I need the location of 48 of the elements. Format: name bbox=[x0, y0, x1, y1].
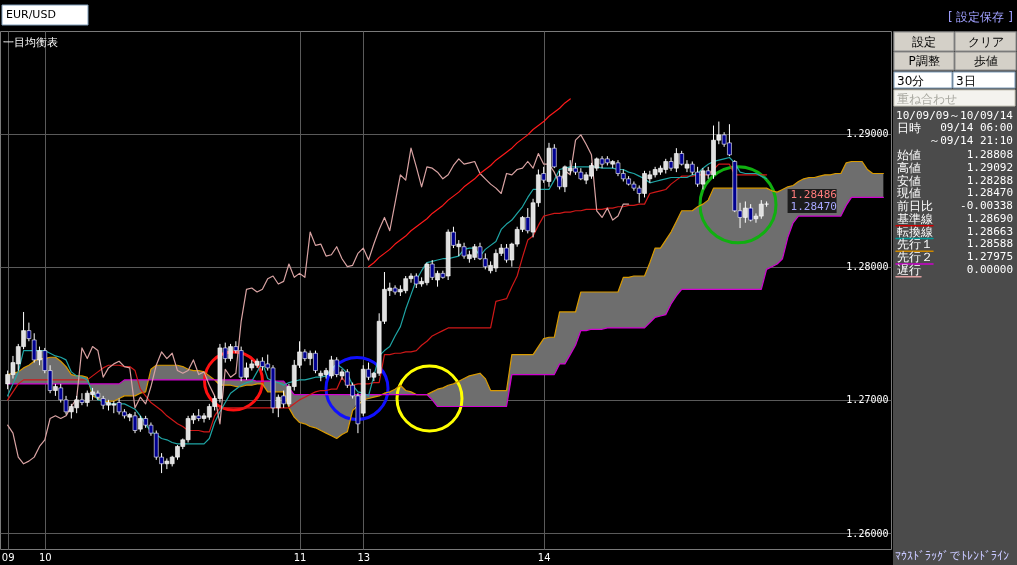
text: 09/14 06:00 bbox=[940, 121, 1013, 134]
text: 10/09/09～10/09/14 bbox=[896, 109, 1014, 122]
text: 1.28470 bbox=[966, 186, 1013, 200]
text: 1.28288 bbox=[966, 173, 1013, 187]
chart-subtitle: 一目均衡表 bbox=[3, 36, 58, 49]
text: 1.28808 bbox=[966, 148, 1013, 161]
category-label: 安値 bbox=[897, 173, 921, 188]
category-label: 高値 bbox=[897, 160, 921, 175]
x-tick-label: 13 bbox=[357, 551, 371, 563]
text: 1.28663 bbox=[966, 224, 1013, 238]
text: 3日 bbox=[956, 74, 976, 88]
text: 日時 bbox=[897, 121, 921, 135]
category-label: 転換線 bbox=[897, 224, 933, 239]
category-label: 先行１ bbox=[897, 237, 933, 252]
text: 設定 bbox=[912, 34, 936, 49]
x-tick-label: 11 bbox=[293, 551, 307, 563]
text: 重ね合わせ bbox=[897, 92, 957, 106]
category-label: 現値 bbox=[897, 186, 921, 201]
text: ﾏｳｽﾄﾞﾗｯｸﾞでﾄﾚﾝﾄﾞﾗｲﾝ bbox=[895, 549, 1009, 563]
text: 30分 bbox=[897, 74, 925, 88]
text: 1.28690 bbox=[966, 211, 1013, 225]
text: 歩値 bbox=[973, 54, 998, 68]
y-tick-label: 1.28000 bbox=[846, 261, 889, 273]
text: 1.28588 bbox=[966, 237, 1013, 251]
y-tick-label: 1.26000 bbox=[846, 527, 889, 539]
category-label: 基準線 bbox=[897, 211, 933, 226]
text: 1.29092 bbox=[966, 160, 1013, 174]
category-label: 遅行 bbox=[897, 262, 921, 277]
x-tick-label: 14 bbox=[537, 551, 551, 563]
category-label: 先行２ bbox=[897, 250, 933, 264]
y-tick-label: 1.27000 bbox=[846, 394, 889, 406]
annotation: 1.28470 bbox=[790, 200, 837, 214]
text: ～09/14 21:10 bbox=[929, 134, 1013, 147]
text: [ 設定保存 ] bbox=[948, 10, 1013, 24]
x-tick-label: 09 bbox=[1, 551, 15, 563]
chart-title: EUR/USD bbox=[6, 8, 56, 21]
text: 1.27975 bbox=[966, 250, 1013, 263]
text: 0.00000 bbox=[966, 262, 1013, 276]
category-label: 始値 bbox=[897, 148, 921, 162]
y-tick-label: 1.29000 bbox=[846, 128, 889, 140]
annotation: 1.28486 bbox=[790, 188, 837, 202]
category-label: 前日比 bbox=[897, 199, 933, 213]
x-tick-label: 10 bbox=[38, 551, 52, 563]
text: -0.00338 bbox=[960, 199, 1013, 212]
line-series bbox=[367, 98, 571, 268]
text: クリア bbox=[967, 34, 1004, 49]
line-series bbox=[7, 134, 630, 465]
text: P調整 bbox=[908, 54, 940, 68]
